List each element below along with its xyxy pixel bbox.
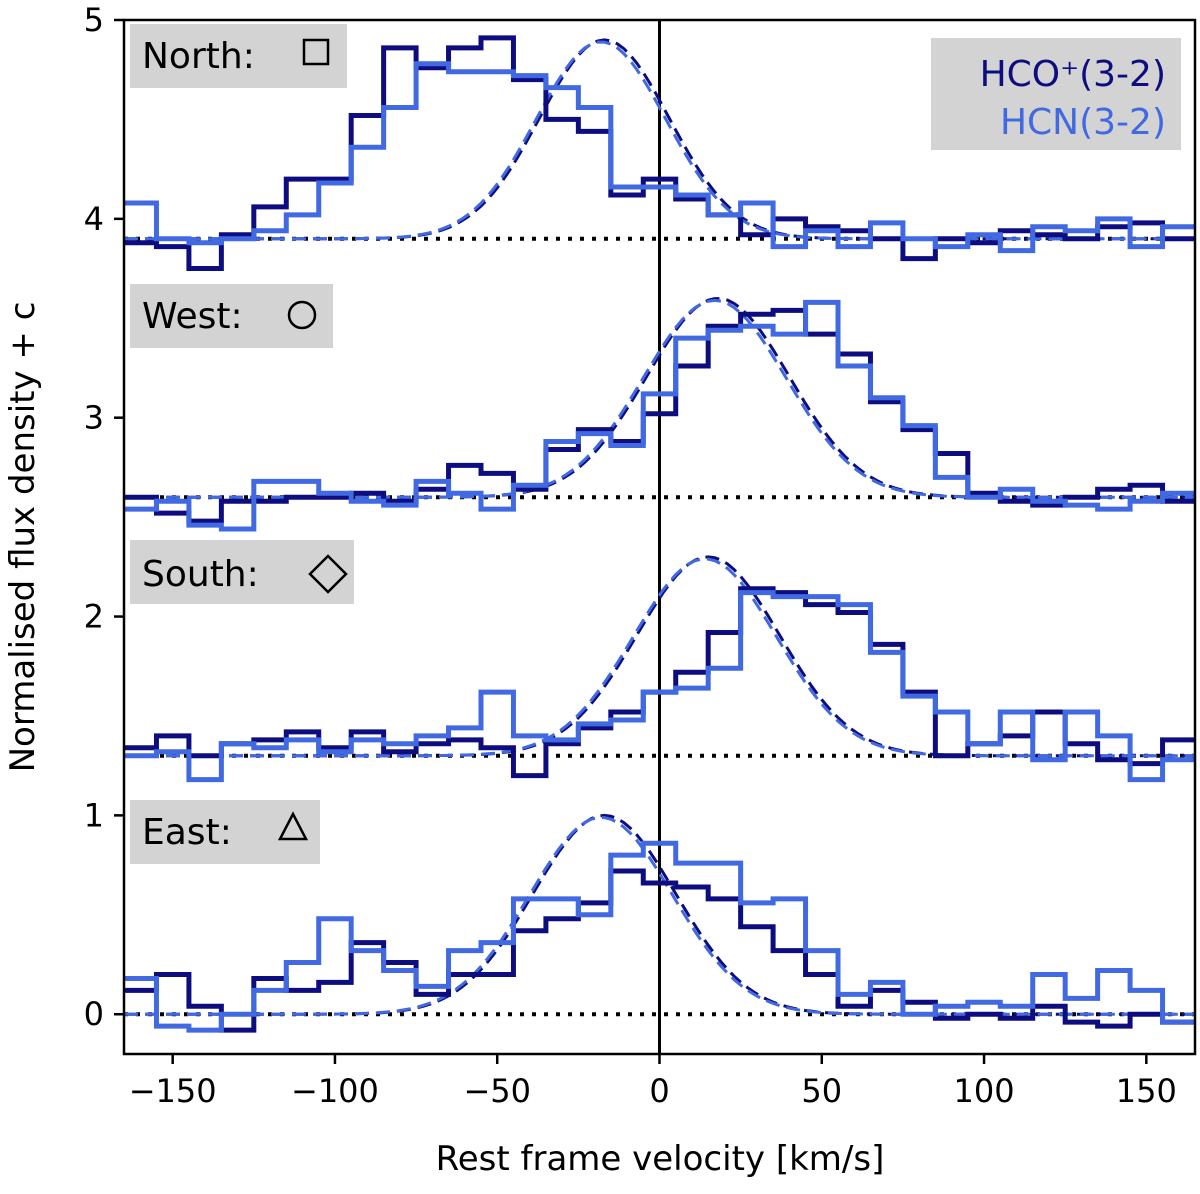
x-axis-label: Rest frame velocity [km/s] <box>436 1139 885 1179</box>
legend-box <box>931 38 1181 150</box>
y-axis-label: Normalised flux density + c <box>3 302 43 773</box>
east-label-text: East: <box>142 812 232 853</box>
legend-hcn: HCN(3-2) <box>1000 102 1166 143</box>
west-label: West: <box>130 284 333 348</box>
south-label-text: South: <box>142 554 259 595</box>
legend: HCO⁺(3-2) HCN(3-2) <box>931 38 1181 150</box>
y-tick-label: 4 <box>84 200 104 238</box>
east-hco-spectrum <box>124 868 1195 1033</box>
y-tick-label: 1 <box>84 796 104 834</box>
y-tick-label: 2 <box>84 598 104 636</box>
legend-hco: HCO⁺(3-2) <box>980 54 1166 95</box>
west-label-text: West: <box>142 296 243 337</box>
x-axis-ticks: −150 −100 −50 0 50 100 150 <box>129 1054 1177 1110</box>
x-tick-label: 100 <box>954 1072 1015 1110</box>
east-hcn-spectrum <box>124 840 1195 1033</box>
south-label: South: <box>130 540 354 604</box>
region-labels: North: West: South: East: <box>130 24 354 864</box>
diamond-marker-icon <box>308 554 348 594</box>
y-tick-label: 3 <box>84 399 104 437</box>
x-tick-label: −150 <box>129 1072 217 1110</box>
east-label: East: <box>130 800 320 864</box>
north-hco-spectrum <box>124 35 1195 272</box>
north-hcn-spectrum <box>124 61 1195 254</box>
west-hcn-spectrum <box>124 299 1195 532</box>
y-tick-label: 0 <box>84 995 104 1033</box>
spectra-layer <box>124 35 1195 1033</box>
x-tick-label: 50 <box>801 1072 842 1110</box>
north-label: North: <box>130 24 347 88</box>
x-tick-label: −50 <box>463 1072 531 1110</box>
south-hcn-spectrum <box>124 590 1195 783</box>
y-axis-ticks: 0 1 2 3 4 5 <box>84 1 124 1033</box>
x-tick-label: 0 <box>649 1072 669 1110</box>
north-hcn-fit-curve <box>124 40 1195 241</box>
circle-marker-icon <box>287 300 317 330</box>
triangle-marker-icon <box>277 811 309 841</box>
x-tick-label: 150 <box>1116 1072 1177 1110</box>
east-hcn-fit-curve <box>124 816 1195 1016</box>
south-hcn-fit-curve <box>124 557 1195 758</box>
square-marker-icon <box>302 38 330 66</box>
north-label-text: North: <box>142 36 255 77</box>
x-tick-label: −100 <box>291 1072 379 1110</box>
y-tick-label: 5 <box>84 1 104 39</box>
